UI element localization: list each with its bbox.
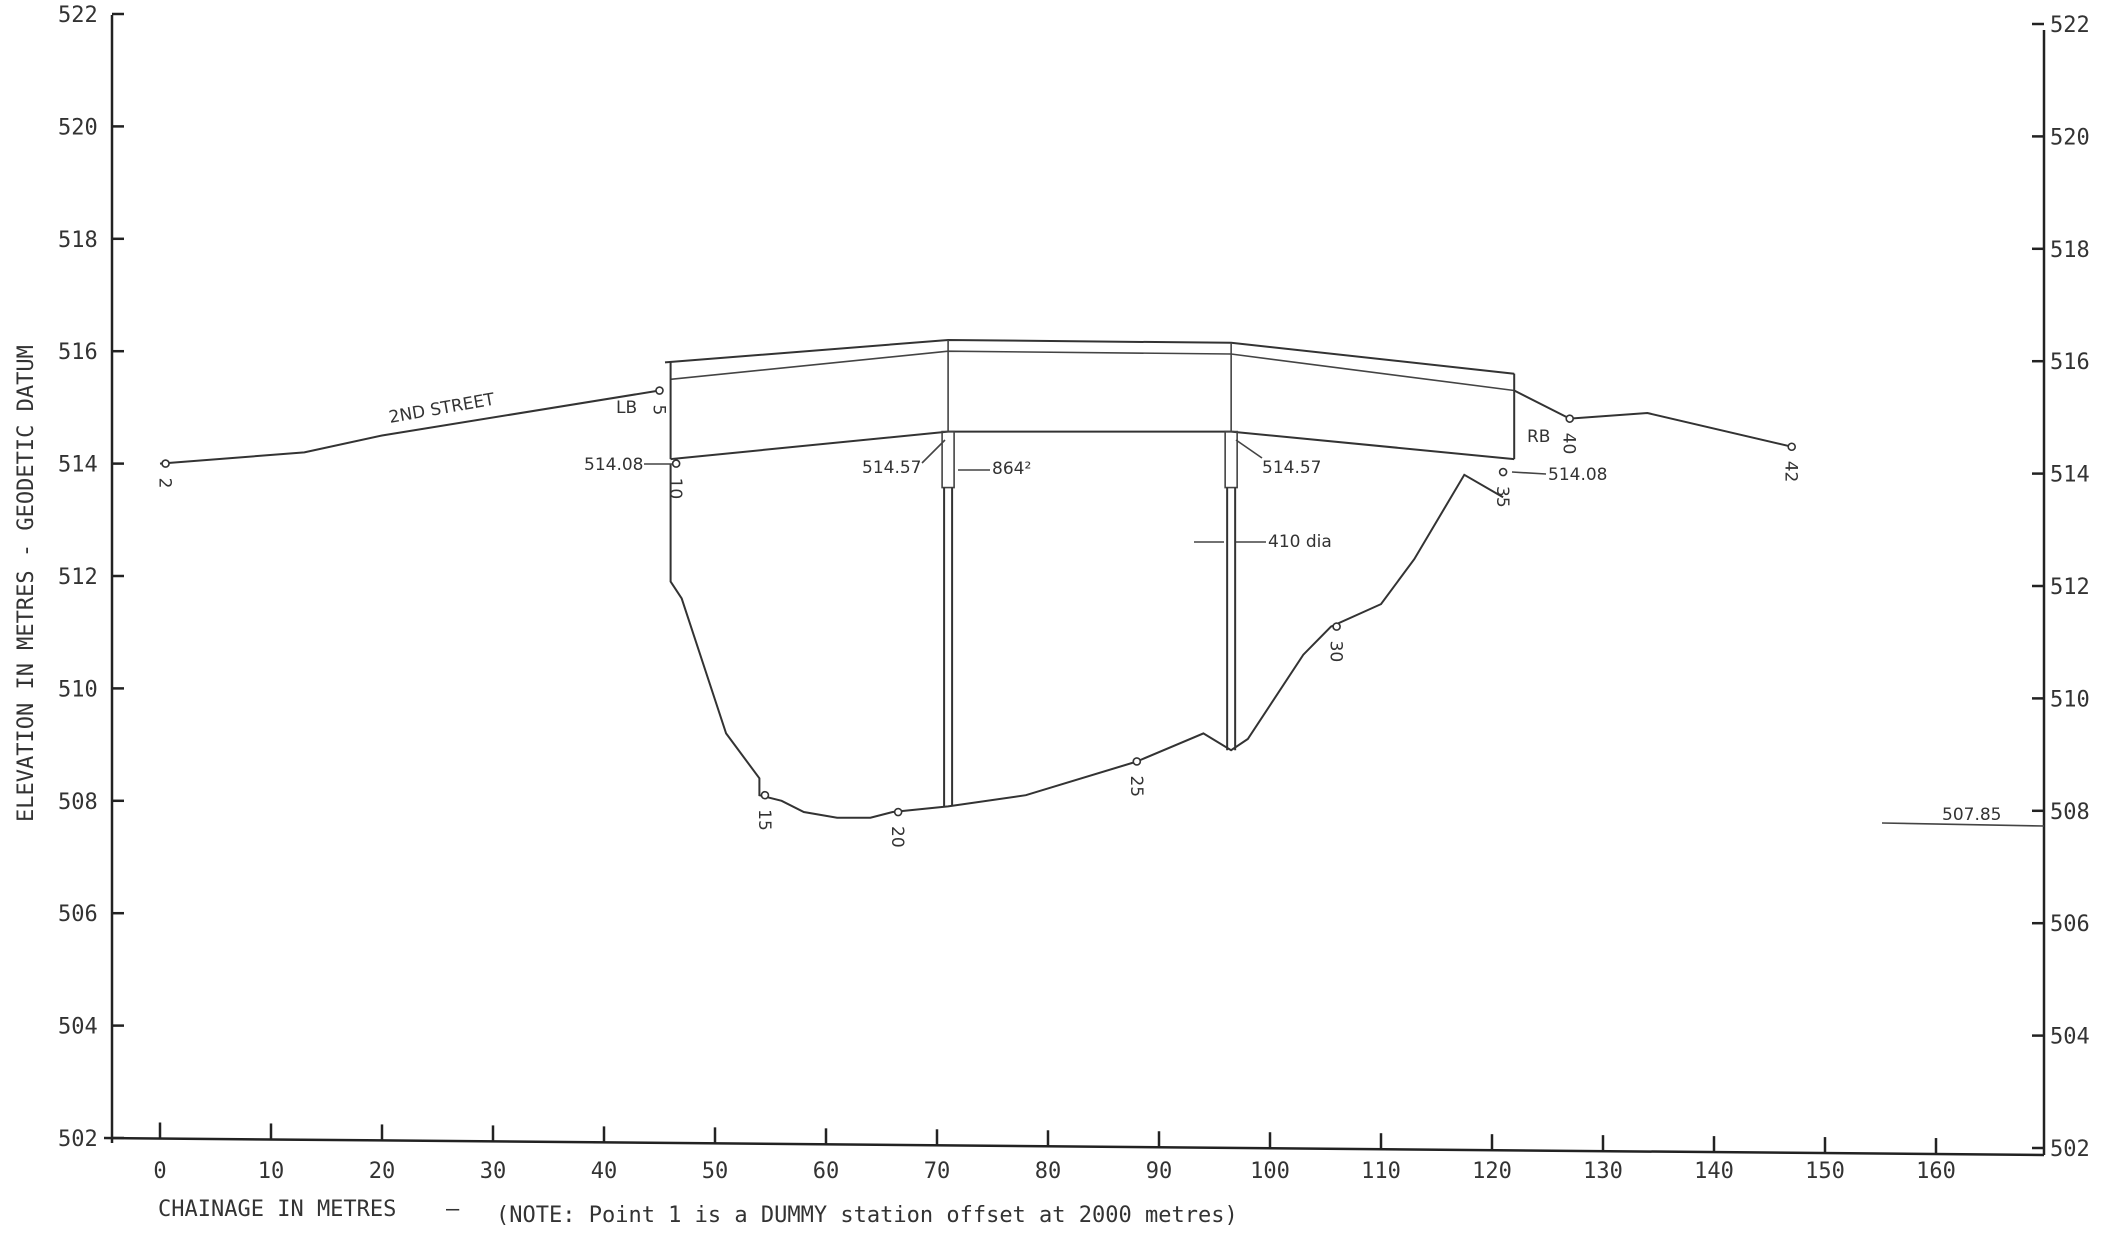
- y-tick-label-right-512: 512: [2050, 575, 2090, 600]
- x-tick-label-130: 130: [1583, 1159, 1623, 1184]
- x-axis-ticks: 0 10 20 30 40 50 60 70 80 90 100 110 120 130 140 150 160: [153, 1122, 1956, 1184]
- pier-area-label: 864²: [992, 459, 1031, 479]
- station-marker-30: [1332, 622, 1341, 631]
- y-tick-label-right-522: 522: [2050, 13, 2090, 38]
- station-label-42: 42: [1781, 461, 1801, 483]
- y-tick-label-left-518: 518: [58, 228, 98, 253]
- station-label-40: 40: [1559, 433, 1579, 455]
- y-axis-right-ticks: 502 504 506 508 510 512 514 516 518 520 522: [2032, 13, 2090, 1162]
- y-tick-label-right-516: 516: [2050, 350, 2090, 375]
- bridge-deck-top-line: [664, 338, 1515, 375]
- x-tick-label-20: 20: [369, 1159, 396, 1184]
- y-tick-label-right-520: 520: [2050, 125, 2090, 150]
- x-tick-label-10: 10: [258, 1159, 285, 1184]
- water-level-label: 507.85: [1942, 805, 2001, 825]
- station-marker-35: [1498, 467, 1508, 477]
- station-label-25: 25: [1126, 775, 1146, 797]
- y-tick-label-right-506: 506: [2050, 912, 2090, 937]
- x-tick-label-100: 100: [1250, 1159, 1290, 1184]
- station-marker-5: [655, 386, 664, 395]
- y-tick-label-right-502: 502: [2050, 1137, 2090, 1162]
- y-tick-label-left-504: 504: [58, 1015, 98, 1040]
- x-tick-label-70: 70: [924, 1159, 951, 1184]
- x-tick-label-80: 80: [1035, 1159, 1062, 1184]
- y-tick-label-left-522: 522: [58, 3, 98, 28]
- water-level-line: [1881, 822, 2045, 827]
- y-tick-label-left-514: 514: [58, 453, 98, 478]
- x-tick-label-30: 30: [480, 1159, 507, 1184]
- y-tick-label-right-508: 508: [2050, 800, 2090, 825]
- soffit-mid-left-label: 514.57: [862, 458, 921, 478]
- x-axis-title: CHAINAGE IN METRES: [158, 1197, 396, 1222]
- x-tick-label-40: 40: [591, 1159, 618, 1184]
- section-geometry: [159, 338, 1792, 819]
- pier-1-cap: [941, 430, 955, 489]
- y-tick-label-left-508: 508: [58, 790, 98, 815]
- right-bank-profile-line: [1513, 389, 1792, 448]
- y-tick-label-left-506: 506: [58, 902, 98, 927]
- y-axis-title: ELEVATION IN METRES - GEODETIC DATUM: [14, 345, 39, 822]
- bridge-soffit-line: [670, 430, 1515, 461]
- station-label-15: 15: [754, 809, 774, 831]
- station-label-35: 35: [1492, 486, 1512, 508]
- y-tick-label-left-510: 510: [58, 677, 98, 702]
- x-tick-label-50: 50: [702, 1159, 729, 1184]
- soffit-mid-right-label: 514.57: [1262, 458, 1321, 478]
- station-marker-42: [1787, 442, 1796, 452]
- soffit-mid-left-leader: [921, 439, 946, 464]
- pier-2-cap: [1224, 430, 1238, 489]
- left-bank-label: LB: [616, 398, 637, 418]
- station-label-30: 30: [1326, 641, 1346, 663]
- x-tick-label-160: 160: [1916, 1159, 1956, 1184]
- x-tick-label-110: 110: [1361, 1159, 1401, 1184]
- station-label-2: 2: [155, 478, 175, 489]
- station-marker-20: [893, 807, 903, 817]
- y-tick-label-left-512: 512: [58, 565, 98, 590]
- x-tick-label-140: 140: [1694, 1159, 1734, 1184]
- ground-profile-line: [159, 389, 660, 465]
- right-bank-label: RB: [1527, 427, 1550, 447]
- soffit-left-label: 514.08: [584, 455, 643, 475]
- bridge-deck-rail-line: [670, 350, 1515, 392]
- y-tick-label-right-518: 518: [2050, 238, 2090, 263]
- soffit-mid-right-leader: [1235, 439, 1263, 459]
- x-tick-label-0: 0: [153, 1159, 166, 1184]
- station-marker-40: [1565, 414, 1574, 423]
- station-marker-25: [1132, 757, 1142, 766]
- dummy-station-note: (NOTE: Point 1 is a DUMMY station offset…: [496, 1203, 1238, 1228]
- y-tick-label-right-504: 504: [2050, 1025, 2090, 1050]
- y-tick-label-left-516: 516: [58, 340, 98, 365]
- y-tick-label-right-514: 514: [2050, 463, 2090, 488]
- x-tick-label-60: 60: [813, 1159, 840, 1184]
- soffit-right-label: 514.08: [1548, 465, 1607, 485]
- x-tick-label-150: 150: [1805, 1159, 1845, 1184]
- station-label-10: 10: [665, 478, 685, 500]
- channel-bed-line: [669, 463, 1504, 819]
- x-tick-label-120: 120: [1472, 1159, 1512, 1184]
- station-marker-2: [161, 459, 170, 468]
- station-marker-15: [760, 790, 770, 800]
- y-tick-label-left-520: 520: [58, 115, 98, 140]
- y-tick-label-left-502: 502: [58, 1127, 98, 1152]
- street-label: 2ND STREET: [387, 390, 496, 428]
- station-marker-10: [671, 459, 681, 468]
- bottom-axis-line: [103, 1136, 2045, 1157]
- x-tick-label-90: 90: [1146, 1159, 1173, 1184]
- station-label-20: 20: [887, 826, 907, 848]
- y-axis-left-ticks: 502 504 506 508 510 512 514 516 518 520 522: [58, 3, 124, 1152]
- station-label-5: 5: [649, 405, 669, 416]
- pier-dia-label: 410 dia: [1268, 532, 1332, 552]
- x-axis-title-separator: –: [446, 1197, 460, 1222]
- soffit-right-arrow: [1511, 471, 1547, 475]
- y-tick-label-right-510: 510: [2050, 687, 2090, 712]
